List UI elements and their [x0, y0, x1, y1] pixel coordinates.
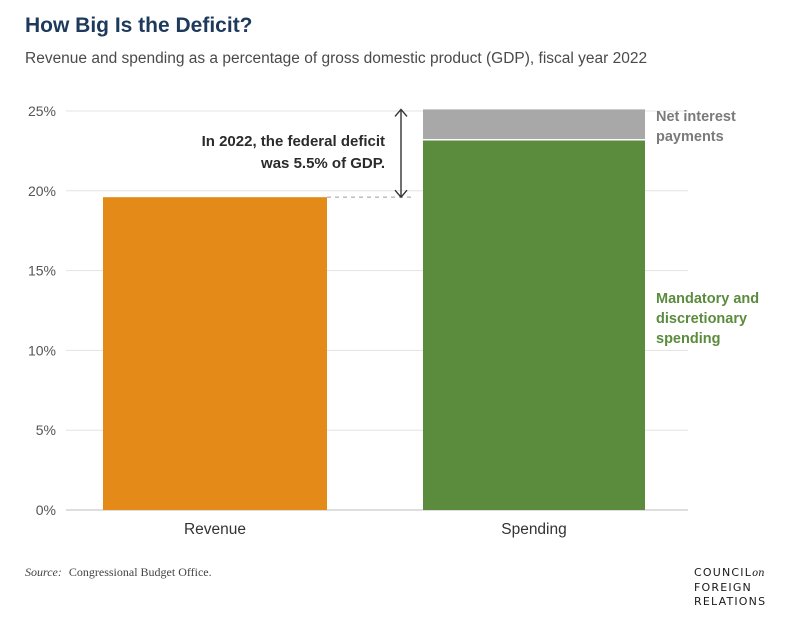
- label-mandatory-spending-line: discretionary: [656, 311, 747, 327]
- bar-spending-mandatory: [423, 139, 645, 510]
- bar-chart: 0% 5% 10% 15% 20% 25% Revenue Spending In 2022, …: [28, 103, 759, 538]
- deficit-annotation-line-2: was 5.5% of GDP.: [260, 155, 385, 172]
- bar-spending-interest: [423, 109, 645, 140]
- logo-on: on: [752, 568, 765, 579]
- label-net-interest-line: payments: [656, 129, 724, 145]
- logo-line-2: FOREIGN: [694, 581, 752, 594]
- deficit-annotation-line-1: In 2022, the federal deficit: [202, 133, 385, 150]
- source-label: Source:: [25, 565, 62, 579]
- source-note: Source: Congressional Budget Office.: [25, 565, 212, 580]
- label-net-interest-line: Net interest: [656, 109, 736, 125]
- chart-subtitle: Revenue and spending as a percentage of …: [25, 50, 648, 67]
- y-tick-label: 10%: [28, 342, 56, 358]
- bar-revenue: [103, 197, 327, 510]
- deficit-arrow-head-down: [394, 189, 408, 199]
- source-text: Congressional Budget Office.: [68, 565, 212, 579]
- label-mandatory-spending-line: spending: [656, 331, 720, 347]
- y-tick-label: 0%: [36, 502, 56, 518]
- logo-line-3: RELATIONS: [694, 595, 767, 608]
- y-tick-label: 20%: [28, 183, 56, 199]
- y-tick-label: 5%: [36, 422, 56, 438]
- x-tick-label: Spending: [501, 521, 567, 538]
- logo-line-1: COUNCIL: [694, 566, 753, 579]
- x-tick-label: Revenue: [184, 521, 246, 538]
- cfr-logo: COUNCILon FOREIGN RELATIONS: [694, 566, 766, 609]
- y-tick-label: 15%: [28, 263, 56, 279]
- y-tick-label: 25%: [28, 103, 56, 119]
- deficit-arrow-head-up: [394, 108, 408, 117]
- label-mandatory-spending-line: Mandatory and: [656, 291, 759, 307]
- chart-title: How Big Is the Deficit?: [25, 14, 253, 37]
